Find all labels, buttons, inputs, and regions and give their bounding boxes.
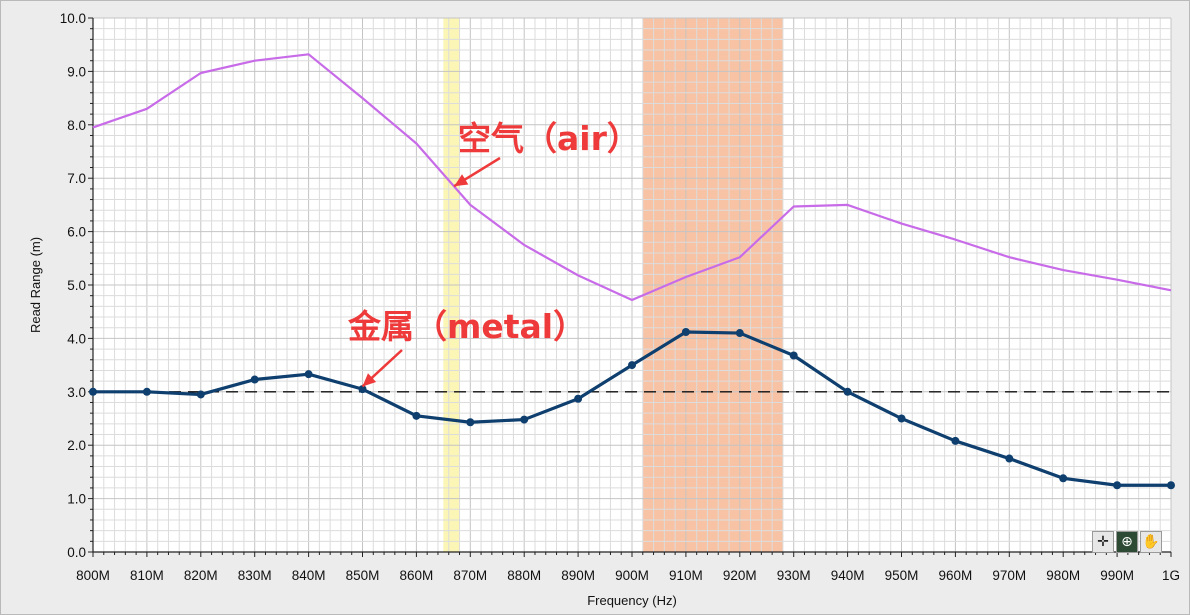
y-tick-label: 0.0	[67, 545, 86, 560]
annotation-label: 金属（metal）	[347, 307, 586, 346]
plot-grid	[92, 17, 1172, 553]
x-tick-label: 890M	[561, 568, 595, 583]
x-tick-label: 960M	[939, 568, 973, 583]
metal-data-point	[358, 385, 367, 394]
metal-data-point	[681, 327, 690, 336]
metal-data-point	[142, 387, 151, 396]
x-tick-label: 970M	[992, 568, 1026, 583]
metal-data-point	[412, 411, 421, 420]
y-tick-label: 8.0	[67, 118, 86, 133]
zoom-icon: ⊕	[1121, 534, 1133, 550]
x-tick-label: 810M	[130, 568, 164, 583]
metal-data-point	[520, 415, 529, 424]
x-tick-label: 1G	[1162, 568, 1180, 583]
x-tick-label: 930M	[777, 568, 811, 583]
metal-data-point	[1005, 454, 1014, 463]
metal-data-point	[628, 361, 636, 370]
x-tick-label: 940M	[831, 568, 865, 583]
annotation-arrow-head	[362, 373, 377, 387]
y-tick-label: 2.0	[67, 438, 86, 453]
metal-data-point	[1167, 481, 1175, 490]
annotation-arrow-head	[454, 174, 469, 187]
x-axis-title: Frequency (Hz)	[587, 593, 677, 608]
metal-data-point	[789, 351, 798, 360]
x-tick-label: 910M	[669, 568, 703, 583]
y-tick-label: 9.0	[67, 64, 86, 79]
annotations: 空气（air） 金属（metal）	[347, 119, 640, 388]
crosshair-icon: ✛	[1097, 534, 1109, 550]
y-tick-label: 1.0	[67, 492, 86, 507]
y-tick-label: 4.0	[67, 331, 86, 346]
x-tick-label: 850M	[346, 568, 380, 583]
metal-data-point	[897, 414, 906, 423]
metal-data-point	[1059, 474, 1068, 483]
x-tick-label: 920M	[723, 568, 757, 583]
x-tick-label: 980M	[1046, 568, 1080, 583]
metal-data-point	[574, 394, 583, 403]
y-tick-label: 6.0	[67, 225, 86, 240]
metal-data-point	[843, 387, 852, 396]
metal-data-point	[1113, 481, 1122, 490]
x-tick-label: 870M	[453, 568, 487, 583]
zoom-tool[interactable]: ⊕	[1116, 531, 1138, 553]
metal-data-point	[735, 329, 744, 338]
x-tick-label: 820M	[184, 568, 218, 583]
hand-icon: ✋	[1142, 534, 1160, 550]
pan-hand-tool[interactable]: ✋	[1140, 531, 1162, 553]
x-tick-label: 900M	[615, 568, 649, 583]
graph-tool-palette: ✛ ⊕ ✋	[1092, 531, 1162, 555]
y-tick-label: 5.0	[67, 278, 86, 293]
y-tick-labels: 0.0 1.0 2.0 3.0 4.0 5.0 6.0 7.0 8.0 9.0 10.0	[60, 11, 86, 560]
y-tick-label: 10.0	[60, 11, 86, 26]
series-group	[89, 53, 1175, 490]
y-tick-label: 7.0	[67, 171, 86, 186]
metal-data-point	[196, 390, 205, 399]
x-tick-label: 880M	[507, 568, 541, 583]
y-tick-label: 3.0	[67, 385, 86, 400]
x-tick-labels: 800M 810M 820M 830M 840M 850M 860M 870M 880M 890M…	[76, 568, 1180, 583]
metal-data-point	[89, 387, 97, 396]
air-series-line	[92, 53, 1172, 302]
x-tick-label: 840M	[292, 568, 326, 583]
x-tick-label: 800M	[76, 568, 110, 583]
metal-data-point	[951, 436, 960, 445]
x-tick-label: 830M	[238, 568, 272, 583]
metal-data-point	[304, 370, 313, 379]
metal-data-point	[466, 418, 475, 427]
y-axis-title: Read Range (m)	[28, 237, 43, 333]
plot-axes	[88, 17, 1172, 557]
x-tick-label: 950M	[885, 568, 919, 583]
cursor-move-tool[interactable]: ✛	[1092, 531, 1114, 553]
annotation-label: 空气（air）	[458, 119, 640, 158]
x-tick-label: 860M	[400, 568, 434, 583]
x-tick-label: 990M	[1100, 568, 1134, 583]
metal-data-point	[250, 375, 259, 384]
